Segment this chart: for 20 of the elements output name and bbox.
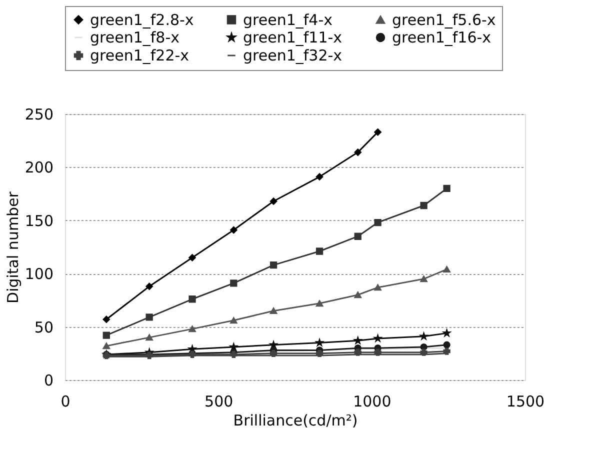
x-axis-title: Brilliance(cd/m²) xyxy=(233,412,358,430)
legend-label: green1_f5.6-x xyxy=(392,10,496,29)
legend-label: green1_f4-x xyxy=(243,10,333,29)
legend-label: green1_f32-x xyxy=(243,46,342,64)
x-tick-label: 0 xyxy=(60,392,70,410)
legend-label: green1_f2.8-x xyxy=(90,10,194,29)
legend-label: green1_f11-x xyxy=(243,28,342,46)
legend-label: green1_f16-x xyxy=(392,28,492,46)
x-tick-label: 1000 xyxy=(353,392,392,410)
y-tick-label: 250 xyxy=(24,106,54,124)
y-tick-label: 150 xyxy=(24,212,54,230)
y-tick-label: 0 xyxy=(44,372,54,390)
y-tick-label: 100 xyxy=(24,265,54,284)
legend-label: green1_f8-x xyxy=(90,28,180,46)
y-tick-label: 50 xyxy=(34,318,54,336)
legend-label: green1_f22-x xyxy=(90,46,190,64)
x-tick-label: 500 xyxy=(204,392,234,410)
y-axis-title: Digital number xyxy=(4,190,22,304)
x-tick-label: 1500 xyxy=(506,392,545,410)
y-tick-label: 200 xyxy=(24,158,54,177)
